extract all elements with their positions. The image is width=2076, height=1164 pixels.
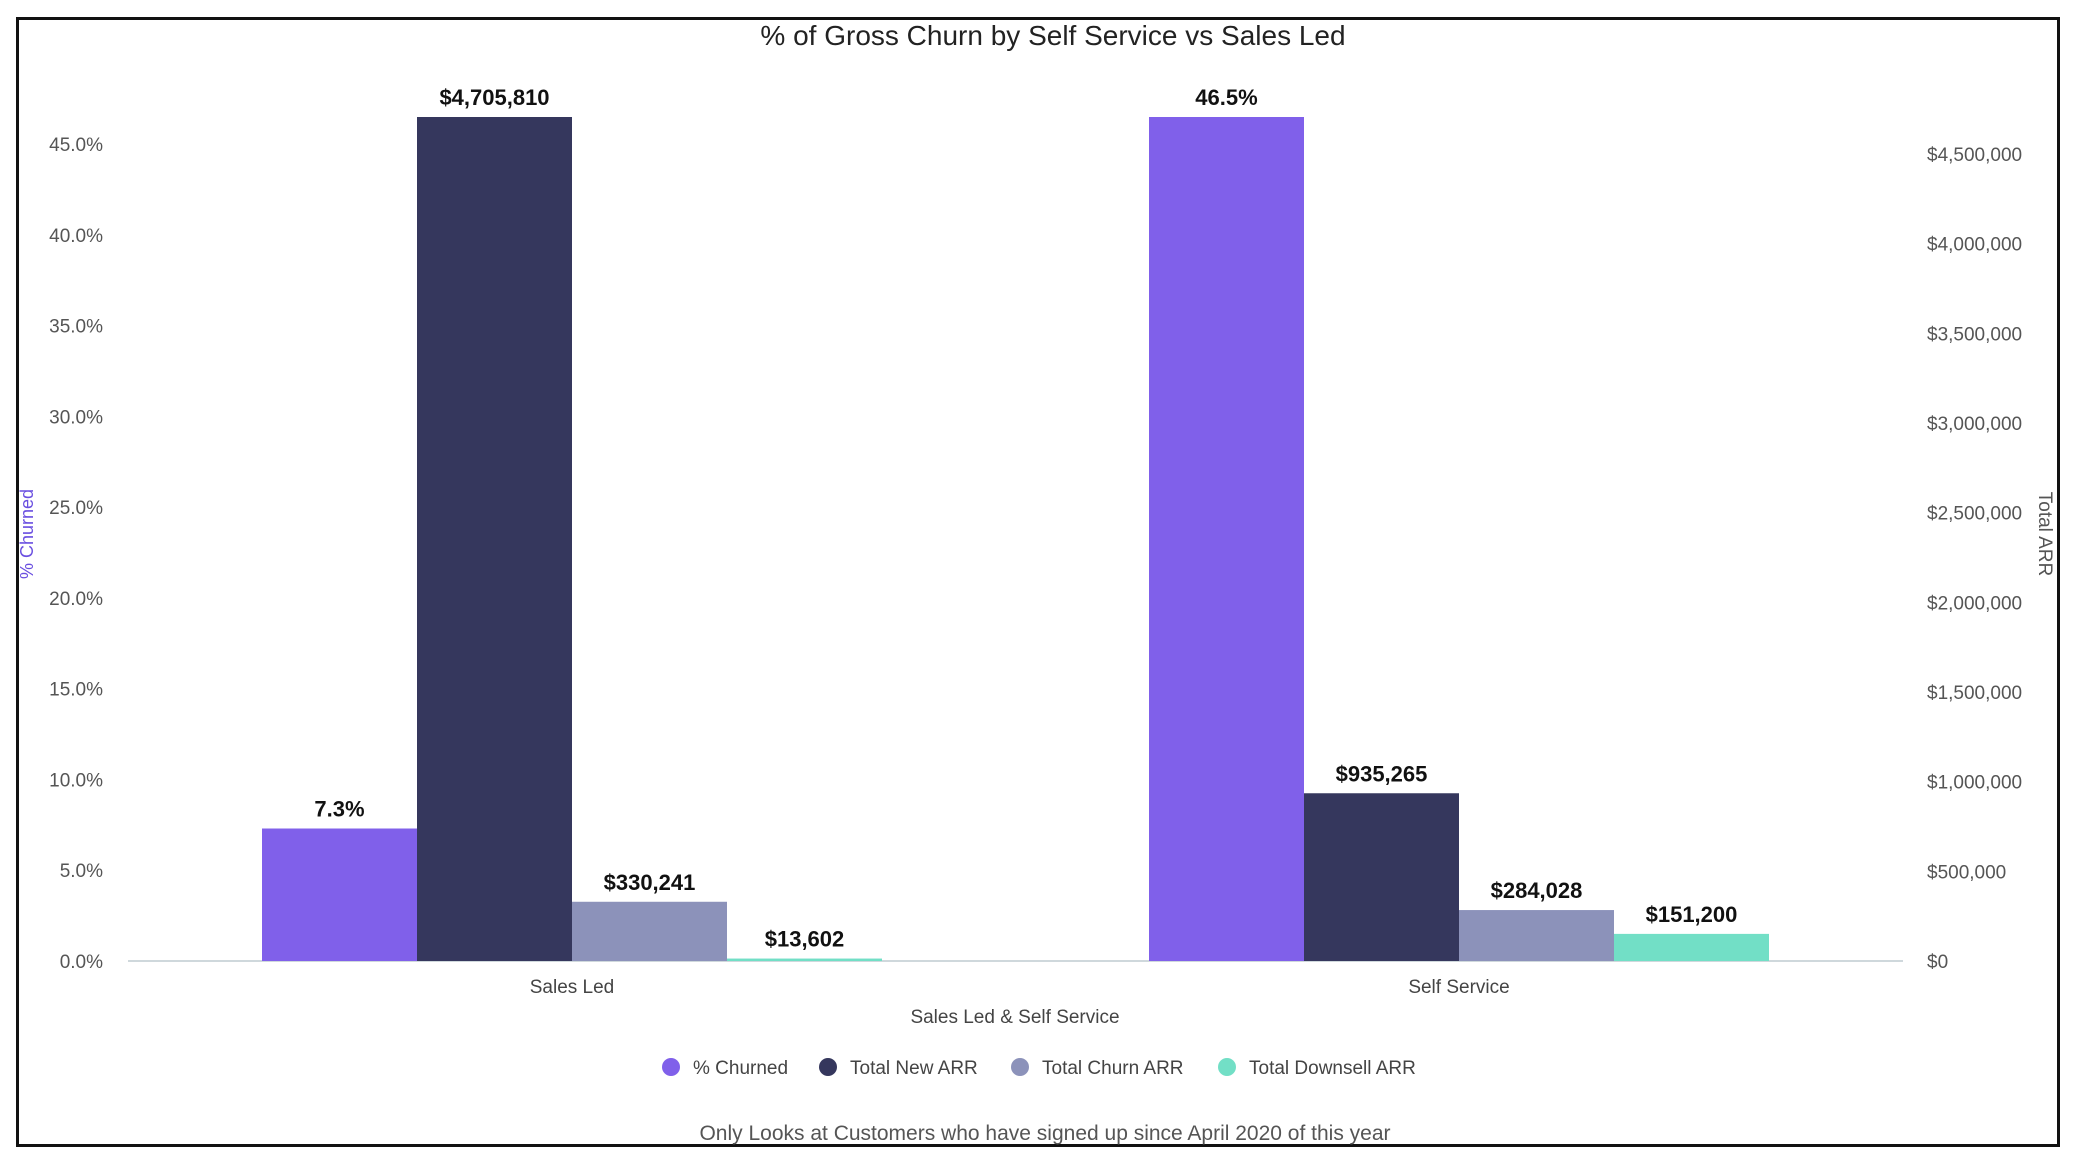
bar--churned-sales-led [262,828,417,961]
chart-frame [16,17,2060,1147]
legend-swatch [1218,1058,1236,1076]
right-tick-label: $3,500,000 [1927,324,2022,345]
right-tick-label: $1,000,000 [1927,773,2022,794]
right-tick-label: $4,000,000 [1927,235,2022,256]
legend-label: Total Churn ARR [1042,1058,1184,1079]
legend-label: Total New ARR [850,1058,978,1079]
legend-label: Total Downsell ARR [1249,1058,1416,1079]
data-label: $330,241 [604,870,696,895]
bar-total-downsell-arr-sales-led [727,958,882,961]
bar-total-downsell-arr-self-service [1614,933,1769,961]
bar--churned-self-service [1149,117,1304,961]
left-axis-label: % Churned [17,489,37,579]
category-labels: Sales Led Self Service [530,977,1510,998]
data-label: $13,602 [765,927,845,952]
bar-total-churn-arr-sales-led [572,901,727,961]
bars [262,117,1769,961]
left-tick-label: 15.0% [49,680,103,701]
data-label: $151,200 [1646,902,1738,927]
right-tick-label: $2,500,000 [1927,504,2022,525]
left-tick-label: 40.0% [49,226,103,247]
legend-swatch [1011,1058,1029,1076]
data-labels: 7.3% $4,705,810 $330,241 $13,602 46.5% $935,2… [314,85,1737,952]
left-tick-label: 25.0% [49,498,103,519]
right-tick-label: $1,500,000 [1927,683,2022,704]
bar-total-new-arr-sales-led [417,117,572,961]
left-tick-label: 35.0% [49,317,103,338]
category-label: Self Service [1408,977,1509,998]
chart-title: % of Gross Churn by Self Service vs Sale… [760,20,1345,51]
legend-item[interactable]: Total Churn ARR [1011,1058,1184,1079]
data-label: 7.3% [314,797,364,822]
right-tick-label: $4,500,000 [1927,145,2022,166]
data-label: 46.5% [1195,85,1257,110]
right-axis-label: Total ARR [2034,492,2055,576]
bar-total-churn-arr-self-service [1459,910,1614,961]
legend-swatch [662,1058,680,1076]
right-tick-label: $2,000,000 [1927,593,2022,614]
legend-item[interactable]: % Churned [662,1058,788,1079]
legend-label: % Churned [693,1058,788,1079]
right-tick-label: $500,000 [1927,862,2006,883]
left-tick-label: 5.0% [60,861,103,882]
x-axis-label: Sales Led & Self Service [910,1007,1119,1028]
right-tick-label: $0 [1927,952,1948,973]
legend-item[interactable]: Total Downsell ARR [1218,1058,1416,1079]
legend-swatch [819,1058,837,1076]
chart-footnote: Only Looks at Customers who have signed … [699,1122,1390,1145]
right-tick-label: $3,000,000 [1927,414,2022,435]
left-tick-label: 10.0% [49,770,103,791]
left-tick-label: 20.0% [49,589,103,610]
bar-total-new-arr-self-service [1304,793,1459,961]
data-label: $284,028 [1491,878,1583,903]
legend: % Churned Total New ARR Total Churn ARR Tot… [662,1058,1416,1079]
data-label: $935,265 [1336,761,1428,786]
right-axis-ticks: $0 $500,000 $1,000,000 $1,500,000 $2,000,000… [1927,145,2022,973]
left-axis-ticks: 0.0% 5.0% 10.0% 15.0% 20.0% 25.0% 30.0% 35.0% 40… [49,135,103,973]
left-tick-label: 30.0% [49,407,103,428]
data-label: $4,705,810 [439,85,549,110]
legend-item[interactable]: Total New ARR [819,1058,978,1079]
category-label: Sales Led [530,977,615,998]
left-tick-label: 45.0% [49,135,103,156]
left-tick-label: 0.0% [60,952,103,973]
